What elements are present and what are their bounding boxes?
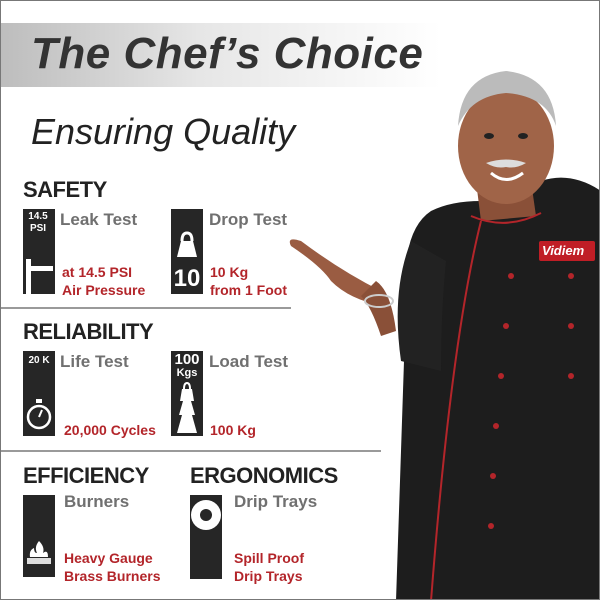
weight-icon: 10 (171, 209, 203, 294)
section-heading-ergonomics: ERGONOMICS (190, 463, 338, 488)
section-heading-efficiency: EFFICIENCY (23, 463, 149, 488)
item-desc-drop-test: 10 Kg from 1 Foot (210, 264, 287, 298)
drip-tray-icon (190, 495, 222, 579)
chef-figure (289, 71, 599, 599)
item-name-drip-trays: Drip Trays (234, 492, 318, 511)
item-name-life-test: Life Test (60, 352, 129, 371)
divider (1, 307, 291, 309)
section-heading-safety: SAFETY (23, 177, 107, 202)
item-name-burners: Burners (64, 492, 130, 511)
item-name-drop-test: Drop Test (209, 210, 288, 229)
item-desc-burners: Heavy Gauge Brass Burners (64, 550, 161, 584)
brand-badge: Vidiem (542, 243, 585, 258)
page-subtitle: Ensuring Quality (31, 111, 296, 152)
item-desc-load-test: 100 Kg (210, 422, 256, 438)
divider (1, 450, 381, 452)
item-name-load-test: Load Test (209, 352, 289, 371)
item-desc-drip-trays: Spill Proof Drip Trays (234, 550, 304, 584)
stopwatch-icon: 20 K (23, 351, 55, 436)
stacked-weight-icon: 100 Kgs (171, 351, 203, 436)
item-desc-leak-test: at 14.5 PSI Air Pressure (62, 264, 146, 298)
section-heading-reliability: RELIABILITY (23, 319, 154, 344)
item-name-leak-test: Leak Test (60, 210, 138, 229)
item-desc-life-test: 20,000 Cycles (64, 422, 156, 438)
flame-burner-icon (23, 495, 55, 577)
pressure-gauge-icon: 14.5 PSI (23, 209, 55, 294)
title-banner (1, 23, 441, 87)
page-title: The Chef’s Choice (31, 29, 424, 78)
